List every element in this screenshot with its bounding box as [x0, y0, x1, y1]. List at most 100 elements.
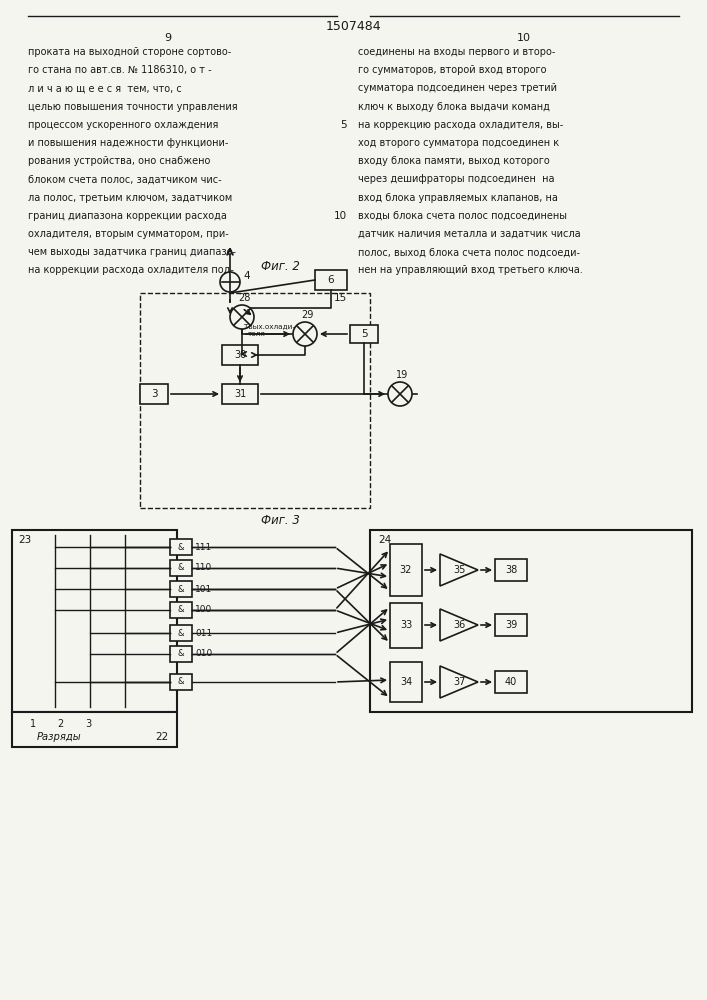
Text: ключ к выходу блока выдачи команд: ключ к выходу блока выдачи команд [358, 102, 550, 112]
Text: 10: 10 [517, 33, 531, 43]
Text: 22: 22 [155, 732, 168, 742]
Bar [495, 559, 527, 581]
Text: 19: 19 [396, 370, 408, 380]
Polygon shape [440, 666, 478, 698]
Text: проката на выходной стороне сортово-: проката на выходной стороне сортово- [28, 47, 231, 57]
Text: 23: 23 [18, 535, 31, 545]
Text: соединены на входы первого и второ-: соединены на входы первого и второ- [358, 47, 556, 57]
Bar [170, 539, 192, 555]
Bar [350, 325, 378, 343]
Text: через дешифраторы подсоединен  на: через дешифраторы подсоединен на [358, 174, 554, 184]
Text: Разряды: Разряды [37, 732, 81, 742]
Text: &: & [177, 564, 185, 572]
Text: 4: 4 [243, 271, 250, 281]
Text: и повышения надежности функциони-: и повышения надежности функциони- [28, 138, 228, 148]
Text: ход второго сумматора подсоединен к: ход второго сумматора подсоединен к [358, 138, 559, 148]
Bar [495, 614, 527, 636]
Text: ла полос, третьим ключом, задатчиком: ла полос, третьим ключом, задатчиком [28, 193, 233, 203]
Text: на коррекцию расхода охладителя, вы-: на коррекцию расхода охладителя, вы- [358, 120, 563, 130]
Circle shape [220, 272, 240, 292]
Text: &: & [177, 678, 185, 686]
Polygon shape [440, 554, 478, 586]
Text: 31: 31 [234, 389, 246, 399]
Text: входы блока счета полос подсоединены: входы блока счета полос подсоединены [358, 211, 567, 221]
Polygon shape [440, 609, 478, 641]
Text: 28: 28 [238, 293, 250, 303]
Text: Твых.охлади-: Твых.охлади- [244, 323, 295, 329]
Text: блоком счета полос, задатчиком чис-: блоком счета полос, задатчиком чис- [28, 174, 221, 184]
Text: входу блока памяти, выход которого: входу блока памяти, выход которого [358, 156, 550, 166]
Text: 38: 38 [505, 565, 517, 575]
Text: 24: 24 [378, 535, 391, 545]
Bar [170, 581, 192, 597]
Text: рования устройства, оно снабжено: рования устройства, оно снабжено [28, 156, 211, 166]
Text: &: & [177, 605, 185, 614]
Text: Фиг. 2: Фиг. 2 [261, 259, 300, 272]
Text: 39: 39 [505, 620, 517, 630]
Text: 37: 37 [452, 677, 465, 687]
Text: 1507484: 1507484 [325, 19, 381, 32]
Bar [315, 270, 347, 290]
Bar [170, 602, 192, 618]
Text: процессом ускоренного охлаждения: процессом ускоренного охлаждения [28, 120, 218, 130]
Text: &: & [177, 584, 185, 593]
Text: 010: 010 [195, 650, 212, 658]
Text: 9: 9 [165, 33, 172, 43]
Text: 15: 15 [334, 293, 347, 303]
Text: вход блока управляемых клапанов, на: вход блока управляемых клапанов, на [358, 193, 558, 203]
Bar [140, 293, 370, 508]
Text: 40: 40 [505, 677, 517, 687]
Text: 34: 34 [400, 677, 412, 687]
Bar [222, 345, 258, 365]
Text: 29: 29 [301, 310, 313, 320]
Text: сумматора подсоединен через третий: сумматора подсоединен через третий [358, 83, 557, 93]
Bar [390, 662, 422, 702]
Text: 101: 101 [195, 584, 212, 593]
Bar [170, 560, 192, 576]
Text: 5: 5 [361, 329, 368, 339]
Text: датчик наличия металла и задатчик числа: датчик наличия металла и задатчик числа [358, 229, 580, 239]
Text: 5: 5 [340, 120, 347, 130]
Text: 33: 33 [400, 620, 412, 630]
Text: нен на управляющий вход третьего ключа.: нен на управляющий вход третьего ключа. [358, 265, 583, 275]
Text: границ диапазона коррекции расхода: границ диапазона коррекции расхода [28, 211, 227, 221]
Bar [140, 384, 168, 404]
Bar [222, 384, 258, 404]
Text: 100: 100 [195, 605, 212, 614]
Bar [12, 712, 177, 747]
Text: чем выходы задатчика границ диапазо-: чем выходы задатчика границ диапазо- [28, 247, 236, 257]
Text: 32: 32 [400, 565, 412, 575]
Circle shape [388, 382, 412, 406]
Text: &: & [177, 650, 185, 658]
Text: 111: 111 [195, 542, 212, 552]
Circle shape [230, 305, 254, 329]
Circle shape [293, 322, 317, 346]
Text: 011: 011 [195, 629, 212, 638]
Text: 10: 10 [334, 211, 347, 221]
Bar [170, 625, 192, 641]
Bar [390, 544, 422, 596]
Text: 110: 110 [195, 564, 212, 572]
Text: го сумматоров, второй вход второго: го сумматоров, второй вход второго [358, 65, 547, 75]
Text: го стана по авт.св. № 1186310, о т -: го стана по авт.св. № 1186310, о т - [28, 65, 211, 75]
Text: Фиг. 3: Фиг. 3 [261, 514, 300, 526]
Text: &: & [177, 629, 185, 638]
Text: 35: 35 [452, 565, 465, 575]
Text: 1       2       3: 1 2 3 [30, 719, 92, 729]
Text: 30: 30 [234, 350, 246, 360]
Bar [170, 674, 192, 690]
Text: л и ч а ю щ е е с я  тем, что, с: л и ч а ю щ е е с я тем, что, с [28, 83, 182, 93]
Text: на коррекции расхода охладителя под-: на коррекции расхода охладителя под- [28, 265, 234, 275]
Text: 36: 36 [453, 620, 465, 630]
Text: полос, выход блока счета полос подсоеди-: полос, выход блока счета полос подсоеди- [358, 247, 580, 257]
Text: теля: теля [248, 331, 266, 337]
Bar [390, 602, 422, 648]
Text: охладителя, вторым сумматором, при-: охладителя, вторым сумматором, при- [28, 229, 229, 239]
Text: целью повышения точности управления: целью повышения точности управления [28, 102, 238, 112]
Bar [12, 530, 177, 712]
Text: &: & [177, 542, 185, 552]
Bar [495, 671, 527, 693]
Bar [170, 646, 192, 662]
Text: 6: 6 [327, 275, 334, 285]
Text: 3: 3 [151, 389, 158, 399]
